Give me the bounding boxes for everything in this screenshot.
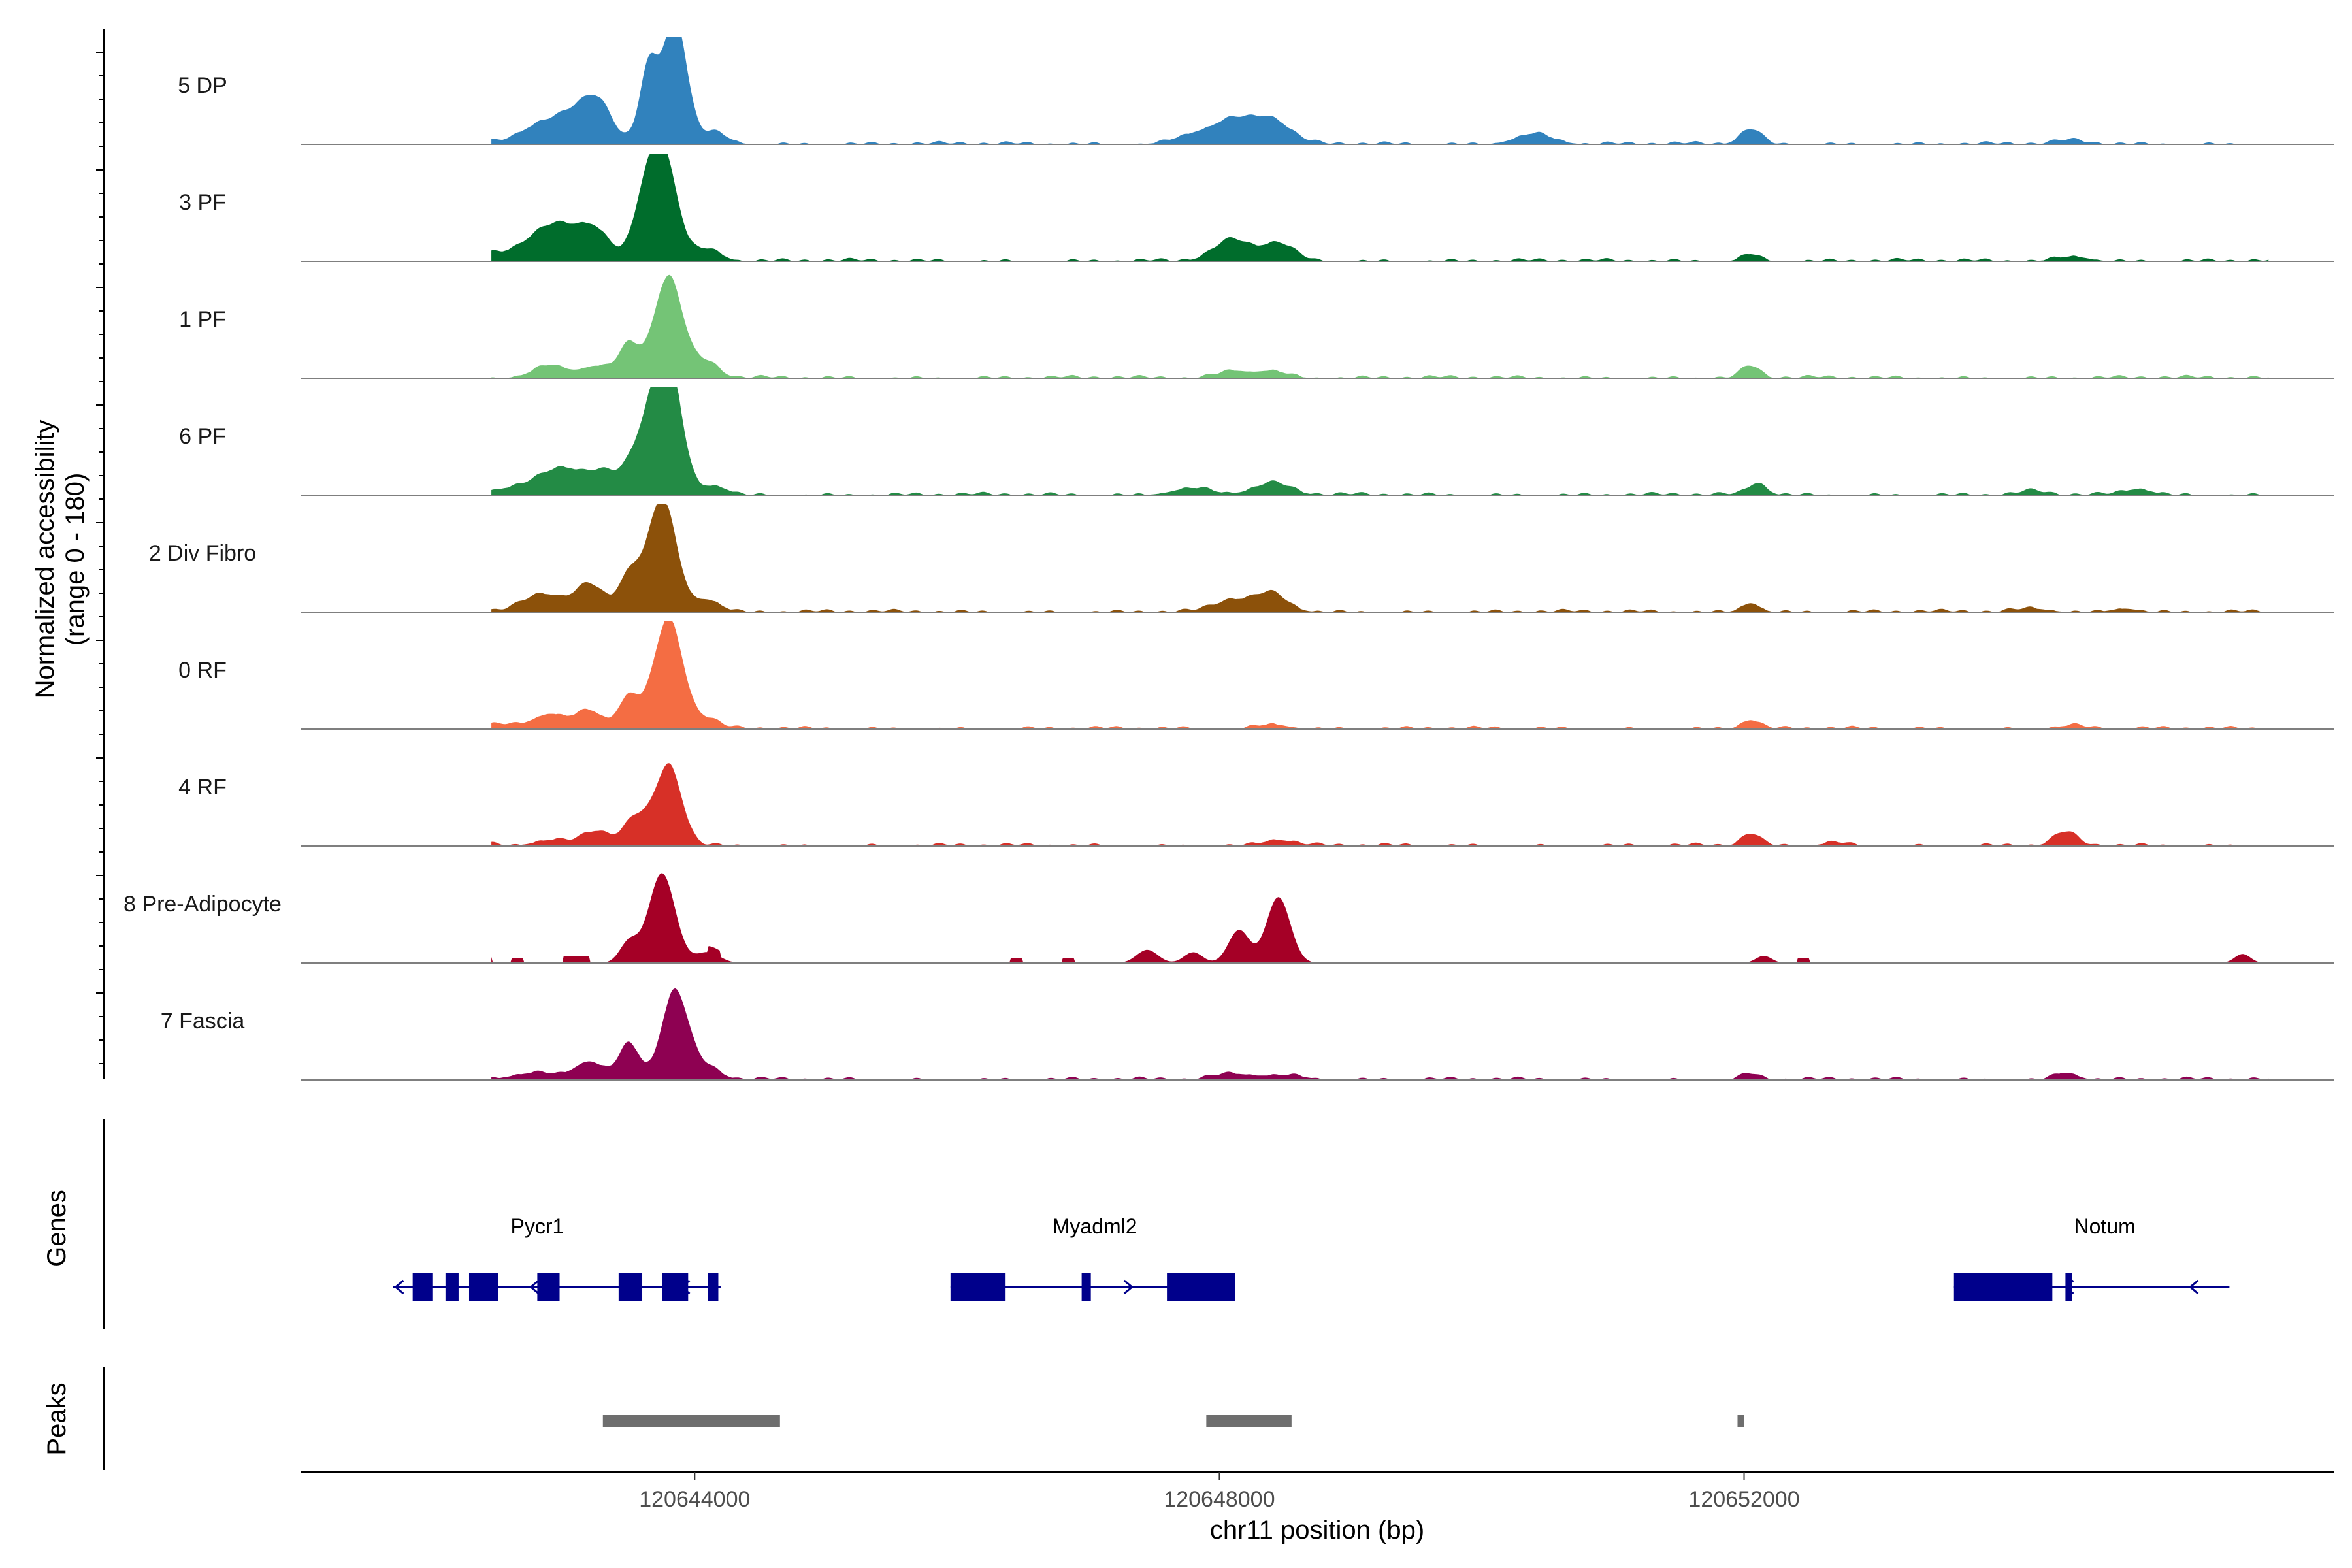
gene-exon	[468, 1273, 498, 1301]
coverage-track: 7 Fascia	[161, 988, 2334, 1081]
coverage-y-axis-ticks	[96, 52, 104, 1064]
gene-exon	[412, 1273, 433, 1301]
gene-exon	[950, 1273, 1006, 1301]
gene-exon	[1081, 1273, 1091, 1301]
gene-exon	[1953, 1273, 2053, 1301]
coverage-area	[491, 504, 2269, 612]
coverage-track: 4 RF	[178, 763, 2334, 847]
track-label: 5 DP	[178, 73, 227, 98]
peak-region	[1737, 1415, 1744, 1427]
gene-model: Myadml2	[950, 1215, 1235, 1301]
y-axis-title-line2: (range 0 - 180)	[61, 473, 90, 646]
track-label: 8 Pre-Adipocyte	[123, 892, 282, 917]
peak-regions-track	[602, 1415, 1744, 1427]
coverage-area	[491, 387, 2269, 495]
track-label: 2 Div Fibro	[149, 541, 256, 566]
coverage-track: 5 DP	[178, 37, 2334, 145]
gene-model: Notum	[1953, 1215, 2230, 1301]
coverage-area	[491, 873, 2269, 963]
x-axis-title: chr11 position (bp)	[1210, 1516, 1424, 1544]
x-axis-ticks: 120644000 120648000 120652000	[639, 1472, 1800, 1512]
peak-region	[1206, 1415, 1292, 1427]
peak-region	[602, 1415, 780, 1427]
coverage-area	[491, 621, 2269, 729]
peaks-panel-label: Peaks	[42, 1382, 71, 1455]
strand-arrow-icon	[2064, 1279, 2074, 1295]
track-label: 7 Fascia	[161, 1009, 245, 1034]
strand-arrow-icon	[1123, 1279, 1134, 1295]
coverage-track: 0 RF	[178, 621, 2334, 730]
gene-exon	[662, 1273, 689, 1301]
strand-arrow-icon	[2189, 1279, 2199, 1295]
gene-exon	[708, 1273, 719, 1301]
track-label: 6 PF	[179, 424, 226, 449]
strand-arrow-icon	[1955, 1279, 1965, 1295]
x-tick-label: 120648000	[1164, 1487, 1275, 1512]
gene-exon	[2065, 1273, 2072, 1301]
gene-exon	[618, 1273, 643, 1301]
gene-annotation-track: Pycr1 Myadml2 Notum	[393, 1215, 2230, 1301]
coverage-track: 3 PF	[179, 154, 2334, 262]
coverage-track: 1 PF	[179, 274, 2334, 379]
track-label: 1 PF	[179, 307, 226, 332]
x-tick-label: 120652000	[1688, 1487, 1799, 1512]
gene-exon	[1167, 1273, 1235, 1301]
strand-arrow-icon	[394, 1279, 404, 1295]
strand-arrow-icon	[680, 1279, 691, 1295]
coverage-tracks: 5 DP 3 PF 1 PF 6 PF 2 Div Fibro 0 RF 4 RF 8 Pre…	[123, 37, 2334, 1081]
coverage-area	[491, 274, 2269, 378]
coverage-track: 6 PF	[179, 387, 2334, 496]
gene-name: Notum	[2074, 1215, 2136, 1238]
coverage-area	[491, 37, 2269, 144]
coverage-area	[491, 988, 2269, 1080]
gene-name: Pycr1	[510, 1215, 564, 1238]
track-label: 3 PF	[179, 190, 226, 215]
coverage-track: 8 Pre-Adipocyte	[123, 873, 2334, 964]
genes-panel-label: Genes	[42, 1190, 71, 1267]
track-label: 0 RF	[178, 658, 227, 683]
gene-model: Pycr1	[393, 1215, 721, 1301]
gene-name: Myadml2	[1053, 1215, 1137, 1238]
gene-exon	[537, 1273, 560, 1301]
x-tick-label: 120644000	[639, 1487, 750, 1512]
coverage-area	[491, 763, 2269, 846]
track-label: 4 RF	[178, 775, 227, 800]
gene-exon	[445, 1273, 459, 1301]
y-axis-title-line1: Normalized accessibility	[31, 420, 59, 699]
coverage-area	[491, 154, 2269, 261]
strand-arrow-icon	[529, 1279, 540, 1295]
coverage-track: 2 Div Fibro	[149, 504, 2334, 613]
